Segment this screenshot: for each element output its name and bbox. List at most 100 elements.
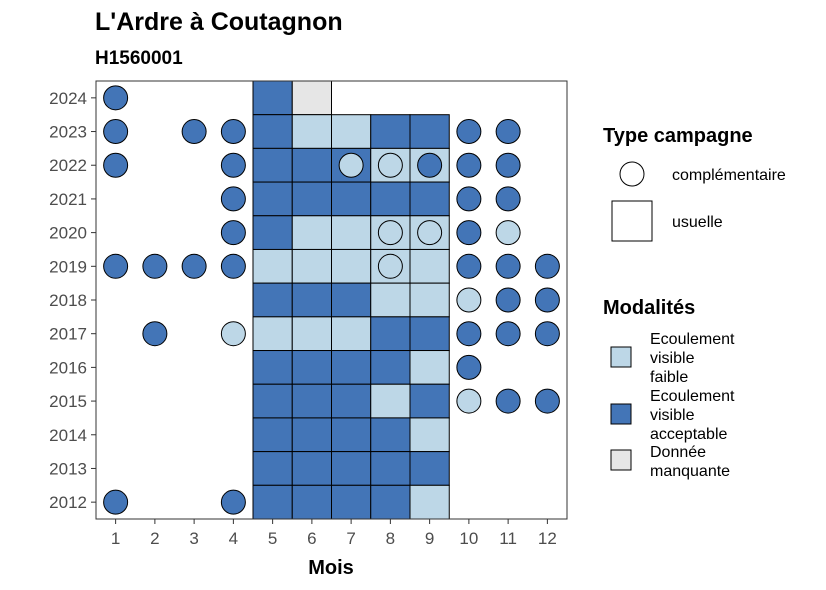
x-tick-label-3: 3	[189, 529, 198, 548]
legend-modalites: Modalités Ecoulement visible faible Ecou…	[603, 297, 735, 480]
complementaire-point-2012-4	[220, 489, 246, 515]
legend-label-faible-2: visible	[650, 350, 695, 367]
complementaire-point-2018-10	[456, 287, 482, 313]
y-tick-label-2014: 2014	[49, 426, 87, 445]
usuelle-square-2013-8	[370, 451, 411, 486]
usuelle-square-2016-9	[409, 350, 450, 385]
complementaire-point-2018-11	[495, 287, 521, 313]
y-tick-label-2013: 2013	[49, 459, 87, 478]
complementaire-point-2016-10	[456, 354, 482, 380]
x-axis-title: Mois	[308, 557, 354, 579]
legend-label-complementaire: complémentaire	[672, 167, 786, 184]
complementaire-point-2017-4	[220, 321, 246, 347]
usuelle-square-2018-5	[252, 282, 293, 318]
legend-fill-title: Modalités	[603, 297, 695, 319]
usuelle-square-2017-7	[331, 316, 372, 352]
legend-circle-key	[619, 161, 645, 187]
y-tick-label-2018: 2018	[49, 291, 87, 310]
legend-shape-title: Type campagne	[603, 125, 753, 147]
complementaire-point-2019-2	[142, 253, 168, 279]
complementaire-point-2020-11	[495, 220, 521, 246]
complementaire-point-2019-11	[495, 253, 521, 279]
x-tick-label-12: 12	[538, 529, 557, 548]
usuelle-square-2014-8	[370, 417, 411, 453]
y-tick-label-2021: 2021	[49, 190, 87, 209]
complementaire-point-2022-8	[377, 152, 403, 178]
complementaire-point-2021-11	[495, 186, 521, 212]
complementaire-point-2020-9	[417, 220, 443, 246]
y-tick-label-2019: 2019	[49, 257, 87, 276]
y-tick-label-2016: 2016	[49, 358, 87, 377]
usuelle-square-2016-6	[291, 350, 332, 385]
usuelle-square-2015-9	[409, 383, 450, 419]
legend-label-faible-1: Ecoulement	[650, 331, 735, 348]
x-tick-label-4: 4	[229, 529, 238, 548]
usuelle-square-2016-5	[252, 350, 293, 385]
y-tick-label-2015: 2015	[49, 392, 87, 411]
complementaire-point-2022-9	[417, 152, 443, 178]
y-axis: 2012 2013 2014 2015 2016 2017 2018 2019 2020 2021…	[49, 89, 96, 512]
legend-square-key	[611, 200, 653, 242]
usuelle-square-2016-8	[370, 350, 411, 385]
complementaire-point-2022-1	[103, 152, 129, 178]
x-tick-label-8: 8	[386, 529, 395, 548]
usuelle-square-2013-7	[331, 451, 372, 486]
complementaire-point-2021-4	[220, 186, 246, 212]
usuelle-square-2012-7	[331, 484, 372, 520]
complementaire-points-layer	[103, 85, 560, 515]
usuelle-square-2021-5	[252, 181, 293, 217]
usuelle-square-2019-9	[409, 248, 450, 284]
x-axis: 1 2 3 4 5 6 7 8 9 10 11 12	[111, 519, 557, 548]
usuelle-square-2014-7	[331, 417, 372, 453]
legend-label-manquante-2: manquante	[650, 463, 730, 480]
usuelle-square-2019-6	[291, 248, 332, 284]
complementaire-point-2023-11	[495, 119, 521, 145]
complementaire-point-2022-4	[220, 152, 246, 178]
complementaire-point-2019-12	[534, 253, 560, 279]
usuelle-square-2022-6	[291, 147, 332, 183]
usuelle-square-2015-8	[370, 383, 411, 419]
usuelle-square-2021-6	[291, 181, 332, 217]
complementaire-point-2015-11	[495, 388, 521, 414]
usuelle-square-2014-9	[409, 417, 450, 453]
usuelle-square-2012-8	[370, 484, 411, 520]
x-tick-label-1: 1	[111, 529, 120, 548]
complementaire-point-2012-1	[103, 489, 129, 515]
usuelle-square-2024-5	[252, 80, 293, 116]
complementaire-point-2024-1	[103, 85, 129, 111]
complementaire-point-2018-12	[534, 287, 560, 313]
legend-label-faible-3: faible	[650, 369, 688, 386]
usuelle-square-2023-5	[252, 114, 293, 149]
usuelle-square-2014-5	[252, 417, 293, 453]
usuelle-square-2012-6	[291, 484, 332, 520]
complementaire-point-2019-10	[456, 253, 482, 279]
x-tick-label-9: 9	[425, 529, 434, 548]
y-tick-label-2020: 2020	[49, 224, 87, 243]
complementaire-point-2023-10	[456, 119, 482, 145]
chart-title: L'Ardre à Coutagnon	[95, 8, 343, 36]
usuelle-squares-layer	[252, 80, 450, 520]
legend-key-manquante	[610, 449, 632, 471]
usuelle-square-2017-5	[252, 316, 293, 352]
usuelle-square-2019-7	[331, 248, 372, 284]
usuelle-square-2018-9	[409, 282, 450, 318]
usuelle-square-2017-9	[409, 316, 450, 352]
usuelle-square-2015-7	[331, 383, 372, 419]
complementaire-point-2017-12	[534, 321, 560, 347]
complementaire-point-2017-11	[495, 321, 521, 347]
complementaire-point-2022-7	[338, 152, 364, 178]
complementaire-point-2022-10	[456, 152, 482, 178]
usuelle-square-2015-5	[252, 383, 293, 419]
usuelle-square-2021-7	[331, 181, 372, 217]
complementaire-point-2020-8	[377, 220, 403, 246]
usuelle-square-2023-8	[370, 114, 411, 149]
complementaire-point-2023-3	[181, 119, 207, 145]
legend-key-faible	[610, 346, 632, 368]
legend-label-acceptable-2: visible	[650, 407, 695, 424]
complementaire-point-2019-4	[220, 253, 246, 279]
usuelle-square-2018-6	[291, 282, 332, 318]
legend-key-acceptable	[610, 403, 632, 425]
legend-label-usuelle: usuelle	[672, 214, 723, 231]
legend-label-manquante-1: Donnée	[650, 444, 706, 461]
x-tick-label-10: 10	[459, 529, 478, 548]
